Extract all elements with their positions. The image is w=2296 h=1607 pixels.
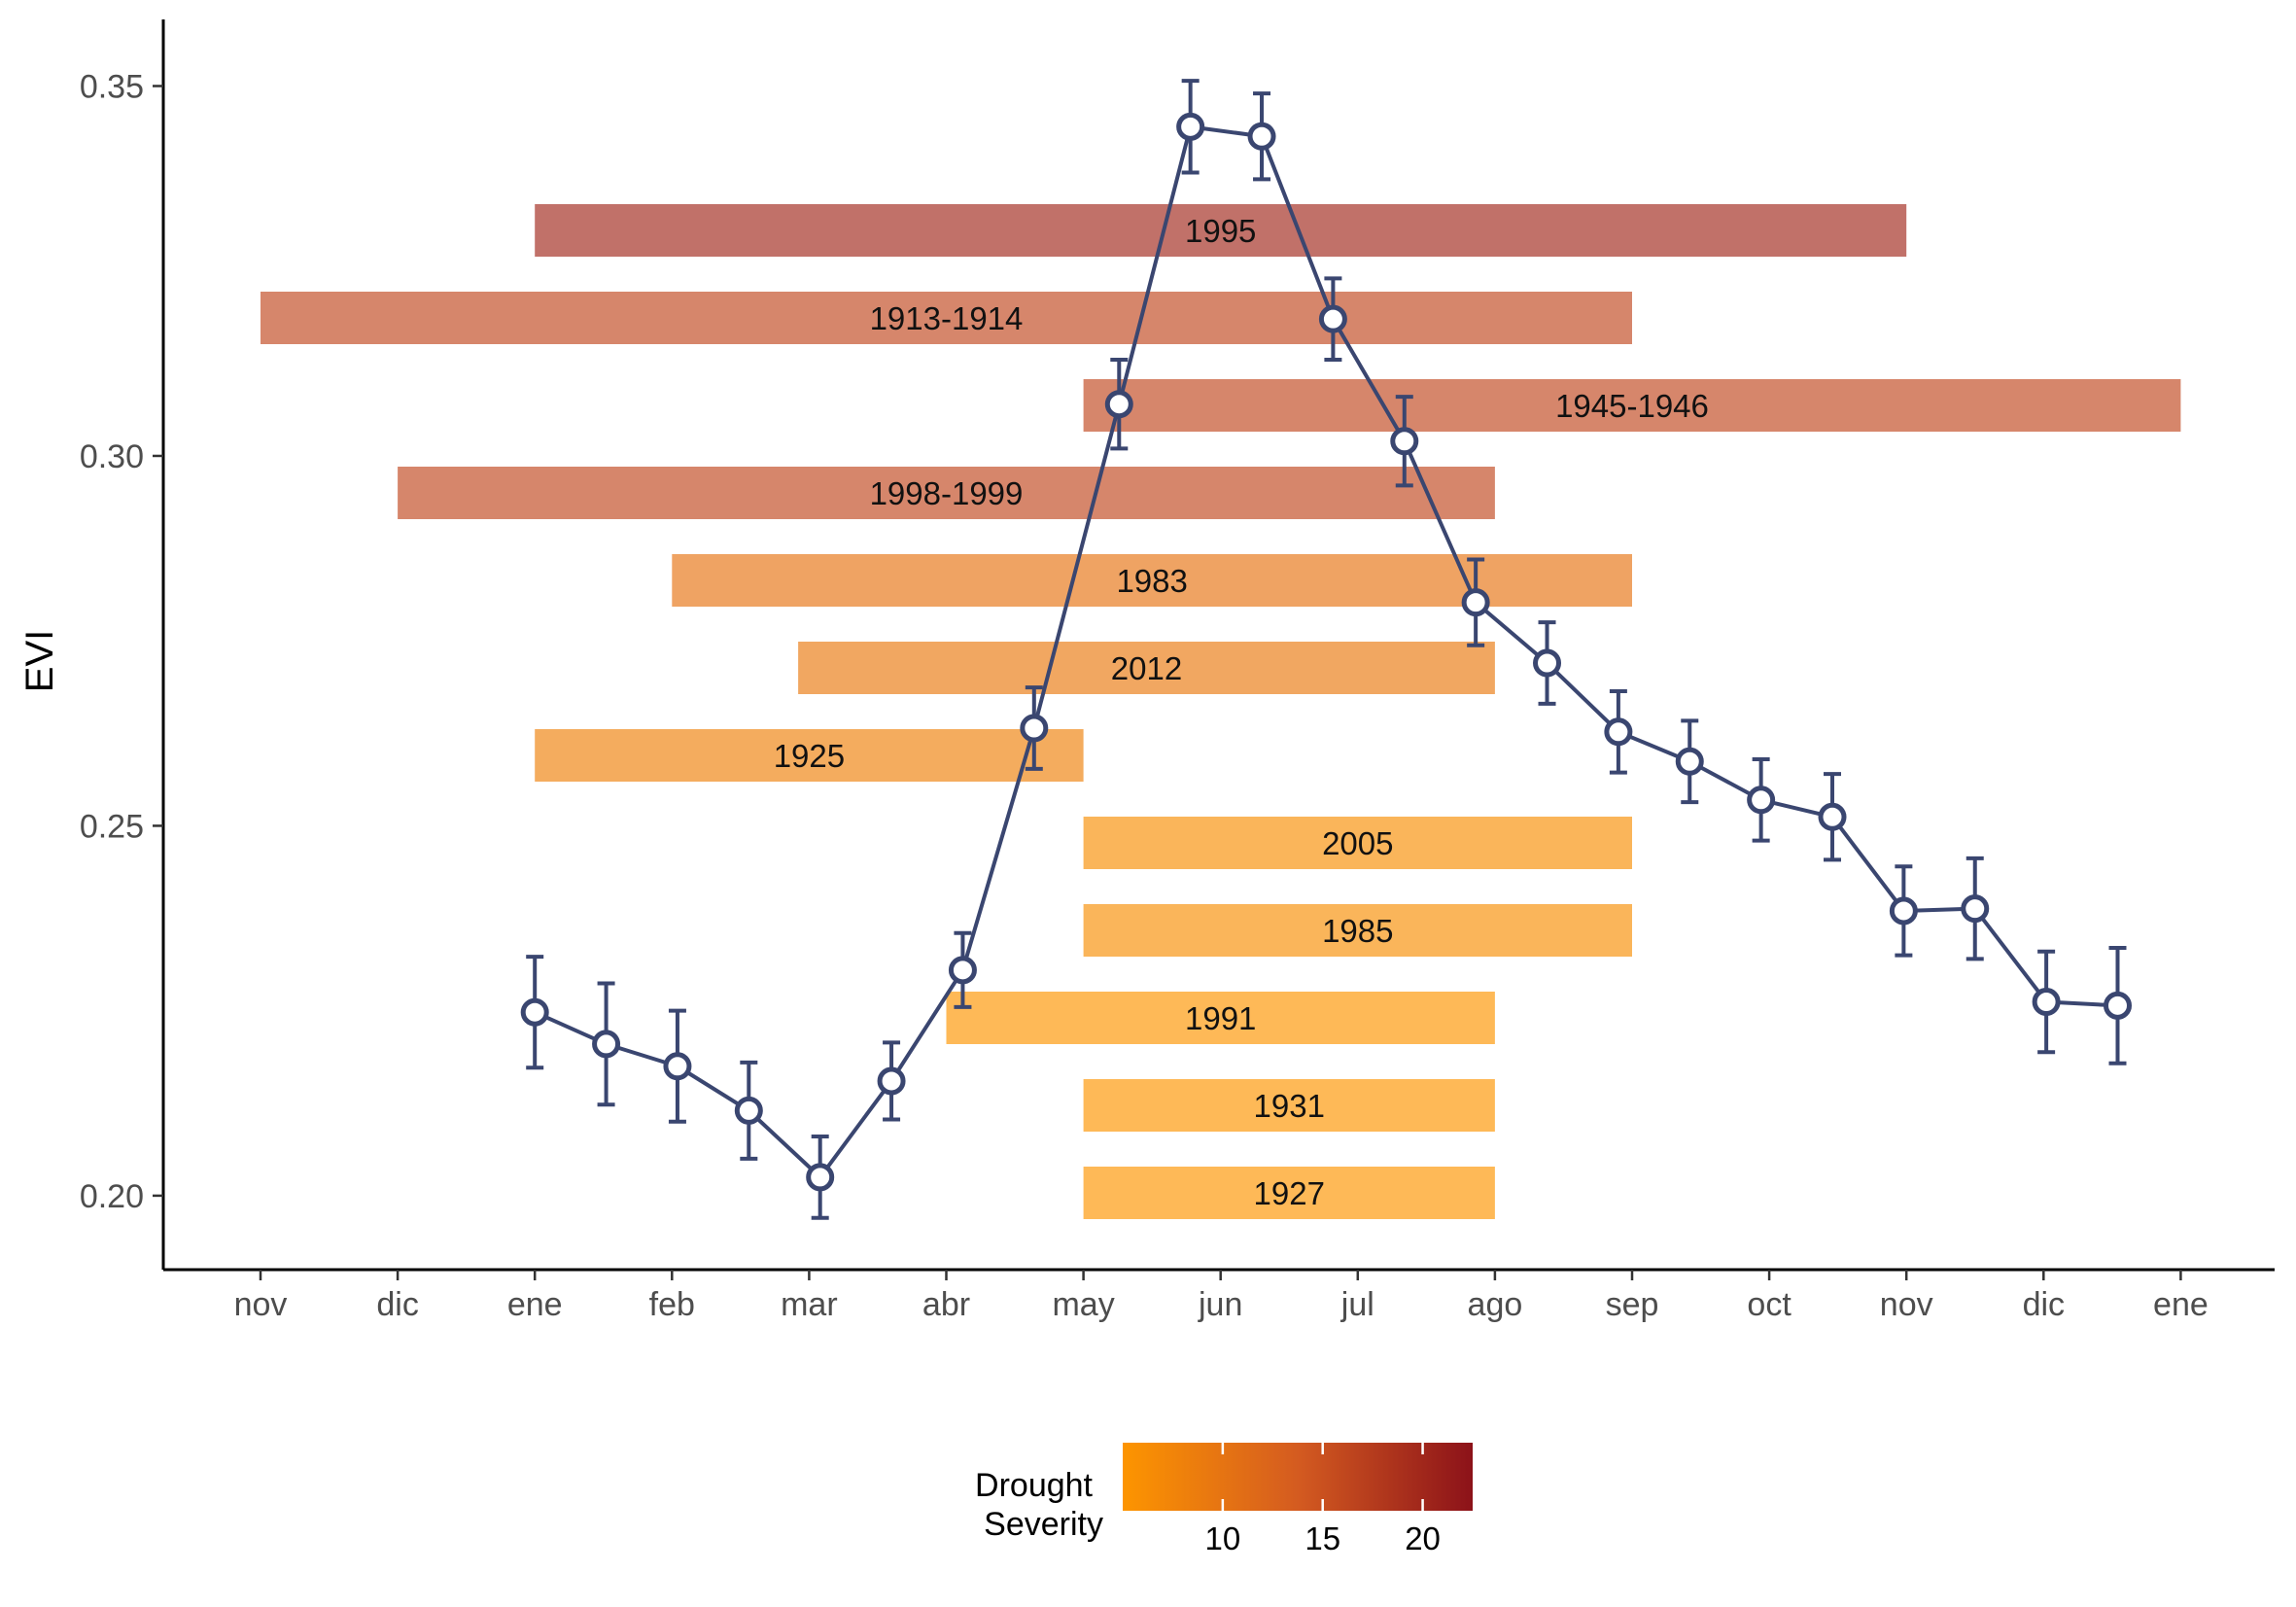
drought-bar [261, 292, 1632, 344]
evi-point [1533, 648, 1562, 678]
drought-bar [1083, 904, 1632, 957]
evi-point [1176, 112, 1205, 141]
drought-bar-label: 1927 [1254, 1175, 1325, 1211]
legend-tick-label: 15 [1305, 1520, 1340, 1556]
x-tick-label: mar [781, 1286, 838, 1323]
y-axis-title: EVI [18, 630, 61, 692]
y-tick-label: 0.20 [80, 1178, 144, 1215]
evi-point [1818, 802, 1847, 831]
drought-bars [261, 204, 2181, 1219]
y-axis-ticks: 0.20 0.25 0.30 0.35 [80, 68, 163, 1215]
x-tick-label: feb [649, 1286, 695, 1323]
x-axis-ticks: nov dic ene feb mar abr may jun jul ago sep oct nov d… [234, 1270, 2209, 1323]
evi-point [1318, 304, 1347, 333]
evi-point [2103, 991, 2132, 1020]
x-tick-label: may [1052, 1286, 1114, 1323]
y-tick-label: 0.35 [80, 68, 144, 105]
drought-bar-label: 1995 [1185, 213, 1256, 249]
x-tick-label: ene [507, 1286, 563, 1323]
drought-bar-label: 2012 [1111, 650, 1182, 686]
y-tick-label: 0.25 [80, 808, 144, 845]
evi-point [806, 1163, 835, 1192]
legend-title-line-2: Severity [984, 1506, 1103, 1543]
evi-point [663, 1052, 692, 1081]
legend-tick-label: 10 [1204, 1520, 1240, 1556]
drought-bar-label: 1925 [774, 738, 845, 774]
drought-bar [1083, 1079, 1495, 1132]
legend-colorbar [1123, 1443, 1473, 1511]
drought-bar-label: 1945-1946 [1555, 388, 1709, 424]
drought-bar-label: 1983 [1116, 563, 1187, 599]
evi-point [1247, 122, 1276, 151]
x-tick-label: jun [1198, 1286, 1242, 1323]
drought-bar [946, 992, 1495, 1044]
drought-bar [535, 729, 1084, 782]
x-tick-label: oct [1747, 1286, 1792, 1323]
evi-point [1889, 896, 1918, 926]
drought-bar-label: 1913-1914 [870, 300, 1024, 336]
color-legend: Drought Severity 10 15 20 [975, 1443, 1473, 1556]
evi-point [1461, 588, 1490, 617]
drought-bar-label: 1931 [1254, 1088, 1325, 1124]
evi-point [1747, 786, 1776, 815]
evi-point [1675, 747, 1704, 776]
evi-point [1104, 390, 1133, 419]
legend-tick-label: 20 [1405, 1520, 1441, 1556]
drought-bar [798, 642, 1495, 694]
x-tick-label: sep [1606, 1286, 1659, 1323]
drought-bar-label: 2005 [1322, 825, 1393, 861]
evi-point [592, 1030, 621, 1059]
drought-bar [398, 467, 1495, 519]
y-tick-label: 0.30 [80, 438, 144, 475]
drought-bar-label: 1991 [1185, 1000, 1256, 1036]
x-tick-label: nov [234, 1286, 288, 1323]
evi-point [734, 1096, 763, 1125]
evi-point [1020, 714, 1049, 743]
evi-point [948, 956, 977, 985]
drought-bar [535, 204, 1907, 257]
x-tick-label: ago [1468, 1286, 1523, 1323]
evi-point [877, 1066, 906, 1096]
x-tick-label: dic [2023, 1286, 2065, 1323]
drought-bar [1083, 1167, 1495, 1219]
evi-point [1604, 717, 1633, 747]
drought-bar-labels: 1995 1913-1914 1945-1946 1998-1999 1983 2012 1… [774, 213, 1709, 1211]
drought-bar-label: 1998-1999 [870, 475, 1024, 511]
drought-bar [1083, 817, 1632, 869]
evi-series [520, 79, 2132, 1220]
x-tick-label: ene [2153, 1286, 2209, 1323]
legend-title-line-1: Drought [975, 1467, 1094, 1504]
evi-point [2032, 988, 2061, 1017]
evi-point [1390, 427, 1419, 456]
drought-bar [1083, 379, 2181, 432]
x-tick-label: nov [1880, 1286, 1933, 1323]
x-tick-label: dic [376, 1286, 418, 1323]
evi-point [1961, 894, 1990, 924]
evi-point [520, 997, 549, 1027]
drought-bar-label: 1985 [1322, 913, 1393, 949]
x-tick-label: jul [1340, 1286, 1374, 1323]
x-tick-label: abr [922, 1286, 970, 1323]
legend-ticks: 10 15 20 [1204, 1443, 1441, 1556]
